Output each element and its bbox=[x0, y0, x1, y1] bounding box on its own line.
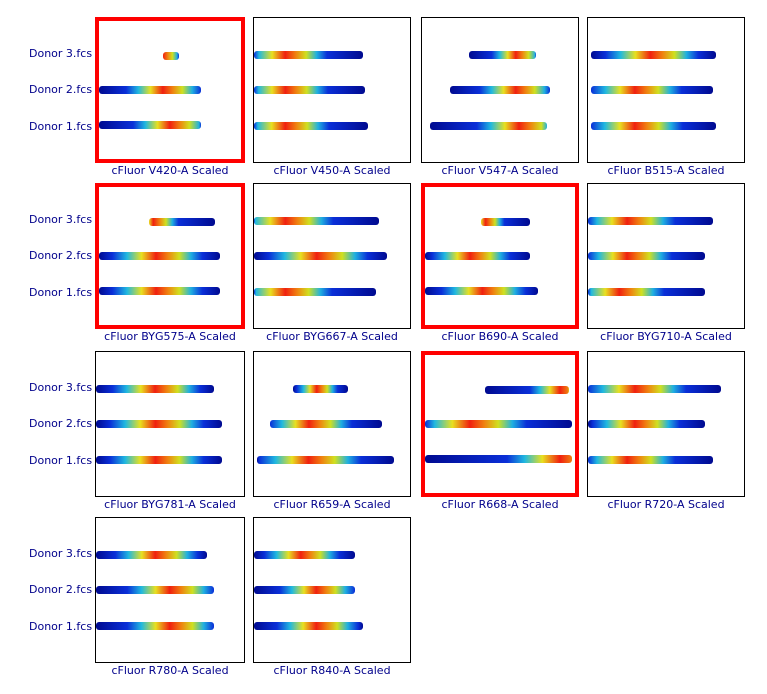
plot-panel[interactable] bbox=[253, 17, 411, 163]
density-bar-1 bbox=[254, 622, 364, 630]
density-bar-2 bbox=[96, 586, 215, 594]
density-bar-2 bbox=[425, 252, 530, 260]
density-bar-1 bbox=[99, 120, 202, 129]
donor-label: Donor 2.fcs bbox=[29, 83, 93, 96]
density-bar-1 bbox=[591, 122, 716, 130]
panel-title: cFluor BYG710-A Scaled bbox=[600, 330, 732, 343]
density-bar-1 bbox=[588, 456, 713, 464]
donor-label: Donor 1.fcs bbox=[29, 620, 93, 633]
plot-panel[interactable] bbox=[587, 17, 745, 163]
panel-title: cFluor R659-A Scaled bbox=[273, 498, 391, 511]
panel-title: cFluor R668-A Scaled bbox=[441, 498, 559, 511]
plot-panel[interactable] bbox=[421, 17, 579, 163]
plot-panel[interactable] bbox=[587, 351, 745, 497]
panel-title: cFluor B690-A Scaled bbox=[441, 330, 559, 343]
plot-panel[interactable] bbox=[421, 351, 579, 497]
plot-panel[interactable] bbox=[253, 351, 411, 497]
panel-title: cFluor V420-A Scaled bbox=[111, 164, 229, 177]
density-bar-2 bbox=[96, 420, 222, 428]
density-bar-2 bbox=[588, 420, 705, 428]
density-bar-3 bbox=[480, 218, 530, 227]
donor-label: Donor 2.fcs bbox=[29, 249, 93, 262]
density-bar-3 bbox=[162, 52, 179, 61]
density-bar-1 bbox=[425, 286, 538, 295]
density-bar-3 bbox=[254, 216, 379, 225]
plot-panel[interactable] bbox=[95, 183, 245, 329]
panel-title: cFluor BYG781-A Scaled bbox=[104, 498, 236, 511]
panel-title: cFluor R840-A Scaled bbox=[273, 664, 391, 677]
plot-panel[interactable] bbox=[253, 517, 411, 663]
plot-panel[interactable] bbox=[587, 183, 745, 329]
density-bar-3 bbox=[96, 550, 207, 559]
density-bar-1 bbox=[254, 288, 376, 296]
density-bar-1 bbox=[588, 288, 705, 296]
panel-title: cFluor V450-A Scaled bbox=[273, 164, 391, 177]
donor-label: Donor 1.fcs bbox=[29, 120, 93, 133]
panel-title: cFluor R720-A Scaled bbox=[607, 498, 725, 511]
density-bar-3 bbox=[588, 216, 713, 225]
plot-panel[interactable] bbox=[253, 183, 411, 329]
density-bar-1 bbox=[429, 122, 547, 130]
density-bar-3 bbox=[254, 550, 356, 559]
plot-panel[interactable] bbox=[95, 517, 245, 663]
donor-label: Donor 2.fcs bbox=[29, 583, 93, 596]
density-bar-3 bbox=[96, 384, 215, 393]
donor-label: Donor 2.fcs bbox=[29, 417, 93, 430]
density-bar-3 bbox=[148, 218, 216, 227]
panel-title: cFluor B515-A Scaled bbox=[607, 164, 725, 177]
density-bar-1 bbox=[96, 456, 222, 464]
donor-label: Donor 3.fcs bbox=[29, 213, 93, 226]
density-bar-1 bbox=[254, 122, 368, 130]
density-bar-3 bbox=[588, 384, 721, 393]
donor-label: Donor 3.fcs bbox=[29, 547, 93, 560]
panel-title: cFluor BYG575-A Scaled bbox=[104, 330, 236, 343]
density-bar-1 bbox=[96, 622, 215, 630]
density-bar-2 bbox=[99, 86, 202, 94]
density-bar-2 bbox=[254, 586, 356, 594]
donor-label: Donor 3.fcs bbox=[29, 47, 93, 60]
plot-panel[interactable] bbox=[95, 351, 245, 497]
panel-title: cFluor V547-A Scaled bbox=[441, 164, 559, 177]
density-bar-2 bbox=[99, 252, 220, 260]
density-bar-2 bbox=[450, 86, 550, 94]
density-bar-2 bbox=[591, 86, 713, 94]
density-bar-2 bbox=[254, 252, 387, 260]
donor-label: Donor 1.fcs bbox=[29, 454, 93, 467]
plot-panel[interactable] bbox=[95, 17, 245, 163]
density-bar-3 bbox=[293, 384, 348, 393]
density-bar-1 bbox=[99, 286, 220, 295]
density-bar-1 bbox=[425, 454, 572, 463]
plot-panel[interactable] bbox=[421, 183, 579, 329]
donor-label: Donor 1.fcs bbox=[29, 286, 93, 299]
panel-title: cFluor BYG667-A Scaled bbox=[266, 330, 398, 343]
density-bar-2 bbox=[254, 86, 365, 94]
density-bar-3 bbox=[468, 50, 536, 59]
density-bar-2 bbox=[425, 420, 572, 428]
panel-title: cFluor R780-A Scaled bbox=[111, 664, 229, 677]
density-bar-2 bbox=[588, 252, 705, 260]
density-bar-3 bbox=[485, 386, 569, 395]
donor-label: Donor 3.fcs bbox=[29, 381, 93, 394]
density-bar-3 bbox=[254, 50, 364, 59]
density-bar-3 bbox=[591, 50, 716, 59]
density-bar-1 bbox=[257, 456, 395, 464]
density-bar-2 bbox=[269, 420, 382, 428]
